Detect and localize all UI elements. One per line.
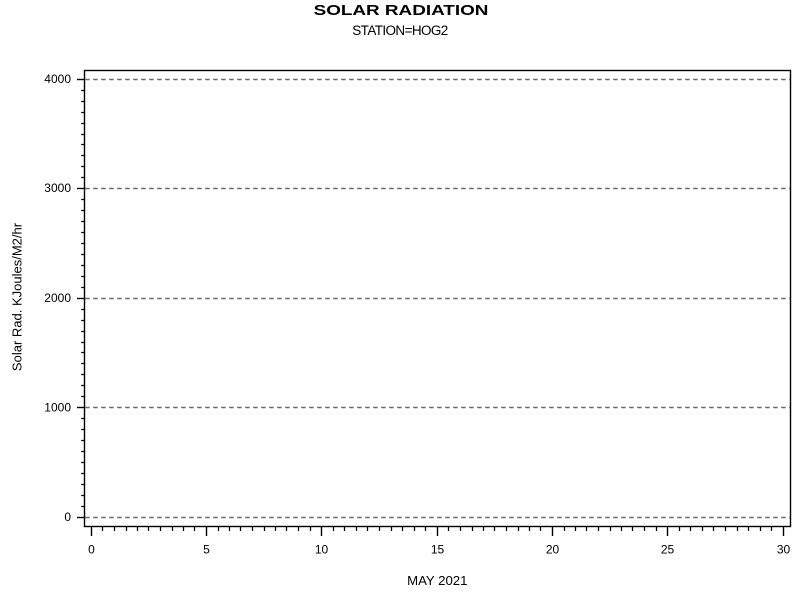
svg-text:1000: 1000 <box>44 400 71 414</box>
svg-text:25: 25 <box>661 543 675 557</box>
svg-text:30: 30 <box>777 543 791 557</box>
svg-text:0: 0 <box>88 543 95 557</box>
svg-text:10: 10 <box>315 543 329 557</box>
svg-text:0: 0 <box>64 510 71 524</box>
svg-text:2000: 2000 <box>44 291 71 305</box>
svg-text:4000: 4000 <box>44 72 71 86</box>
svg-text:20: 20 <box>546 543 560 557</box>
svg-text:15: 15 <box>431 543 445 557</box>
svg-text:5: 5 <box>203 543 210 557</box>
svg-text:MAY 2021: MAY 2021 <box>407 573 467 588</box>
svg-text:SOLAR RADIATION: SOLAR RADIATION <box>314 2 489 18</box>
svg-text:Solar Rad. KJoules/M2/hr: Solar Rad. KJoules/M2/hr <box>10 222 25 371</box>
svg-text:STATION=HOG2: STATION=HOG2 <box>352 23 448 38</box>
svg-text:3000: 3000 <box>44 181 71 195</box>
